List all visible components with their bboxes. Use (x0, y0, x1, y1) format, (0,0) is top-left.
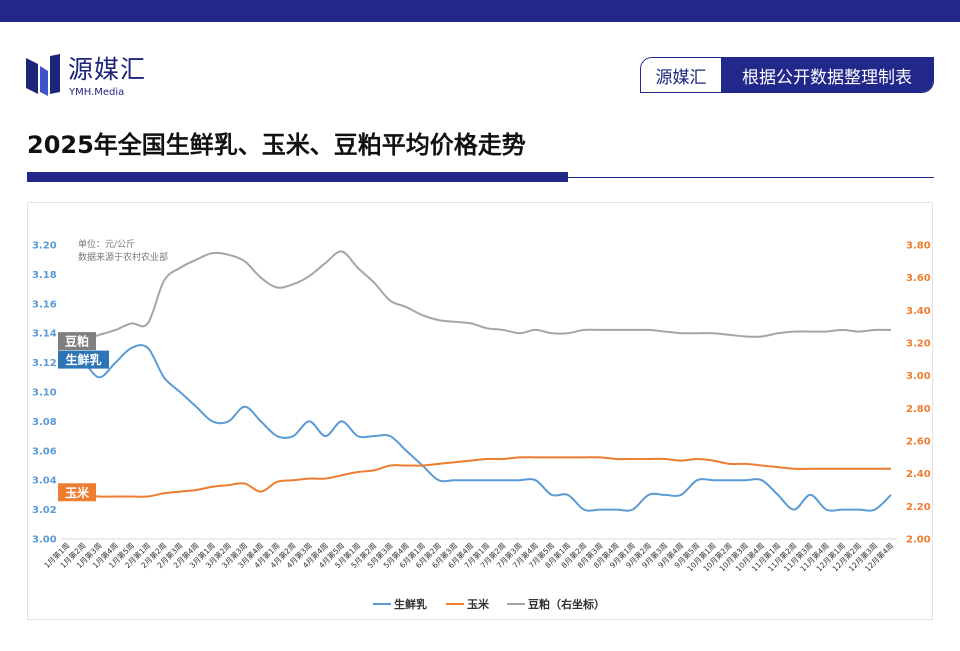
y-right-tick-label: 3.80 (906, 241, 931, 252)
title-rule (568, 177, 934, 178)
logo-subtitle: YMH.Media (69, 87, 125, 98)
y-right-tick-label: 2.60 (906, 437, 931, 448)
y-right-tick-label: 3.60 (906, 273, 931, 284)
top-banner (0, 0, 960, 22)
y-left-tick-label: 3.18 (32, 270, 57, 281)
series-tag-box (58, 332, 96, 351)
legend-entry: 生鲜乳 (394, 597, 427, 611)
source-badge: 源媒汇 根据公开数据整理制表 (640, 57, 934, 93)
y-left-tick-label: 3.12 (32, 358, 57, 369)
series-tag-box (58, 483, 96, 502)
legend-entry: 豆粕（右坐标） (528, 597, 605, 611)
y-right-tick-label: 3.40 (906, 306, 931, 317)
chart-title: 2025年全国生鲜乳、玉米、豆粕平均价格走势 (27, 131, 526, 159)
y-left-tick-label: 3.16 (32, 299, 57, 310)
y-right-tick-label: 3.20 (906, 339, 931, 350)
series-line-1 (66, 456, 891, 498)
y-right-tick-label: 2.40 (906, 469, 931, 480)
y-left-tick-label: 3.06 (32, 446, 57, 457)
title-underline (27, 172, 568, 182)
series-tag-box (58, 350, 109, 369)
logo-mark-icon (26, 54, 60, 96)
y-right-tick-label: 2.80 (906, 404, 931, 415)
brand-logo: 源媒汇 YMH.Media (26, 52, 166, 100)
series-line-2 (66, 250, 892, 341)
legend-entry: 玉米 (467, 597, 490, 611)
badge-brand: 源媒汇 (641, 58, 721, 92)
series-line-0 (66, 344, 892, 512)
y-left-tick-label: 3.20 (32, 241, 57, 252)
y-left-tick-label: 3.08 (32, 417, 57, 428)
y-left-tick-label: 3.14 (32, 329, 57, 340)
y-left-tick-label: 3.04 (32, 476, 57, 487)
chart-unit-note: 单位：元/公斤 (78, 238, 135, 250)
badge-caption: 根据公开数据整理制表 (721, 58, 933, 92)
logo-name: 源媒汇 (68, 55, 147, 84)
y-left-tick-label: 3.02 (32, 505, 57, 516)
y-right-tick-label: 2.20 (906, 502, 931, 513)
series-tag-label: 玉米 (65, 485, 90, 500)
chart-panel (27, 202, 933, 620)
y-left-tick-label: 3.00 (32, 535, 57, 546)
series-tag-label: 生鲜乳 (65, 352, 101, 367)
y-right-tick-label: 3.00 (906, 371, 931, 382)
chart-source-note: 数据来源于农村农业部 (78, 251, 168, 263)
y-left-tick-label: 3.10 (32, 388, 57, 399)
series-tag-label: 豆粕 (65, 334, 89, 349)
y-right-tick-label: 2.00 (906, 535, 931, 546)
